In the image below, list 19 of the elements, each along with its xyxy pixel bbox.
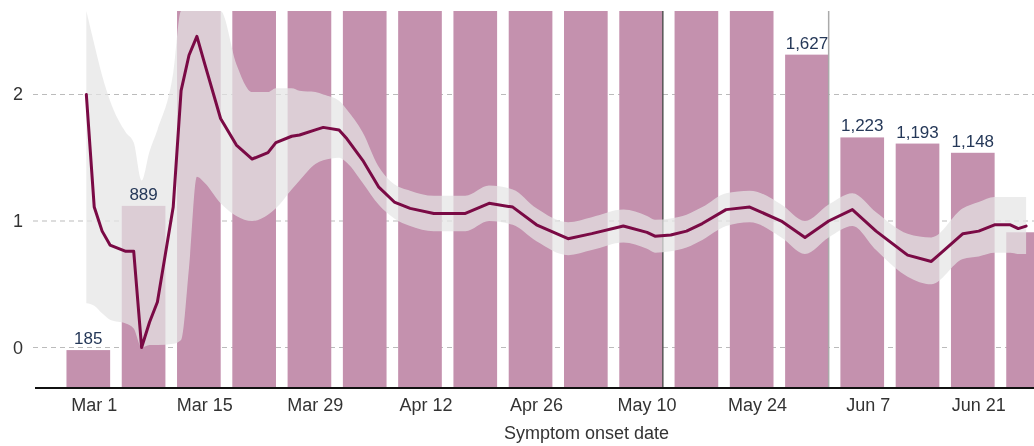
x-tick-label: Jun 7	[846, 395, 891, 415]
x-tick-label: Mar 1	[71, 395, 118, 415]
data-label: 1,223	[840, 116, 884, 136]
x-axis-title: Symptom onset date	[503, 423, 670, 443]
x-tick-label: May 24	[728, 395, 788, 415]
x-tick-label: Mar 29	[287, 395, 344, 415]
data-label: 889	[129, 184, 158, 204]
y-tick-label: 2	[12, 84, 24, 105]
x-tick-label: Mar 15	[176, 395, 233, 415]
x-tick-label: Jun 21	[951, 395, 1006, 415]
data-label: 1,148	[951, 131, 995, 151]
data-label: 1,193	[896, 122, 939, 142]
x-tick-label: May 10	[617, 395, 677, 415]
y-tick-label: 1	[12, 211, 24, 232]
x-tick-label: Apr 12	[399, 395, 453, 415]
x-tick-label: Apr 26	[509, 395, 563, 415]
data-label: 185	[74, 329, 103, 349]
data-label: 1,627	[785, 33, 829, 53]
y-tick-label: 0	[12, 337, 24, 358]
